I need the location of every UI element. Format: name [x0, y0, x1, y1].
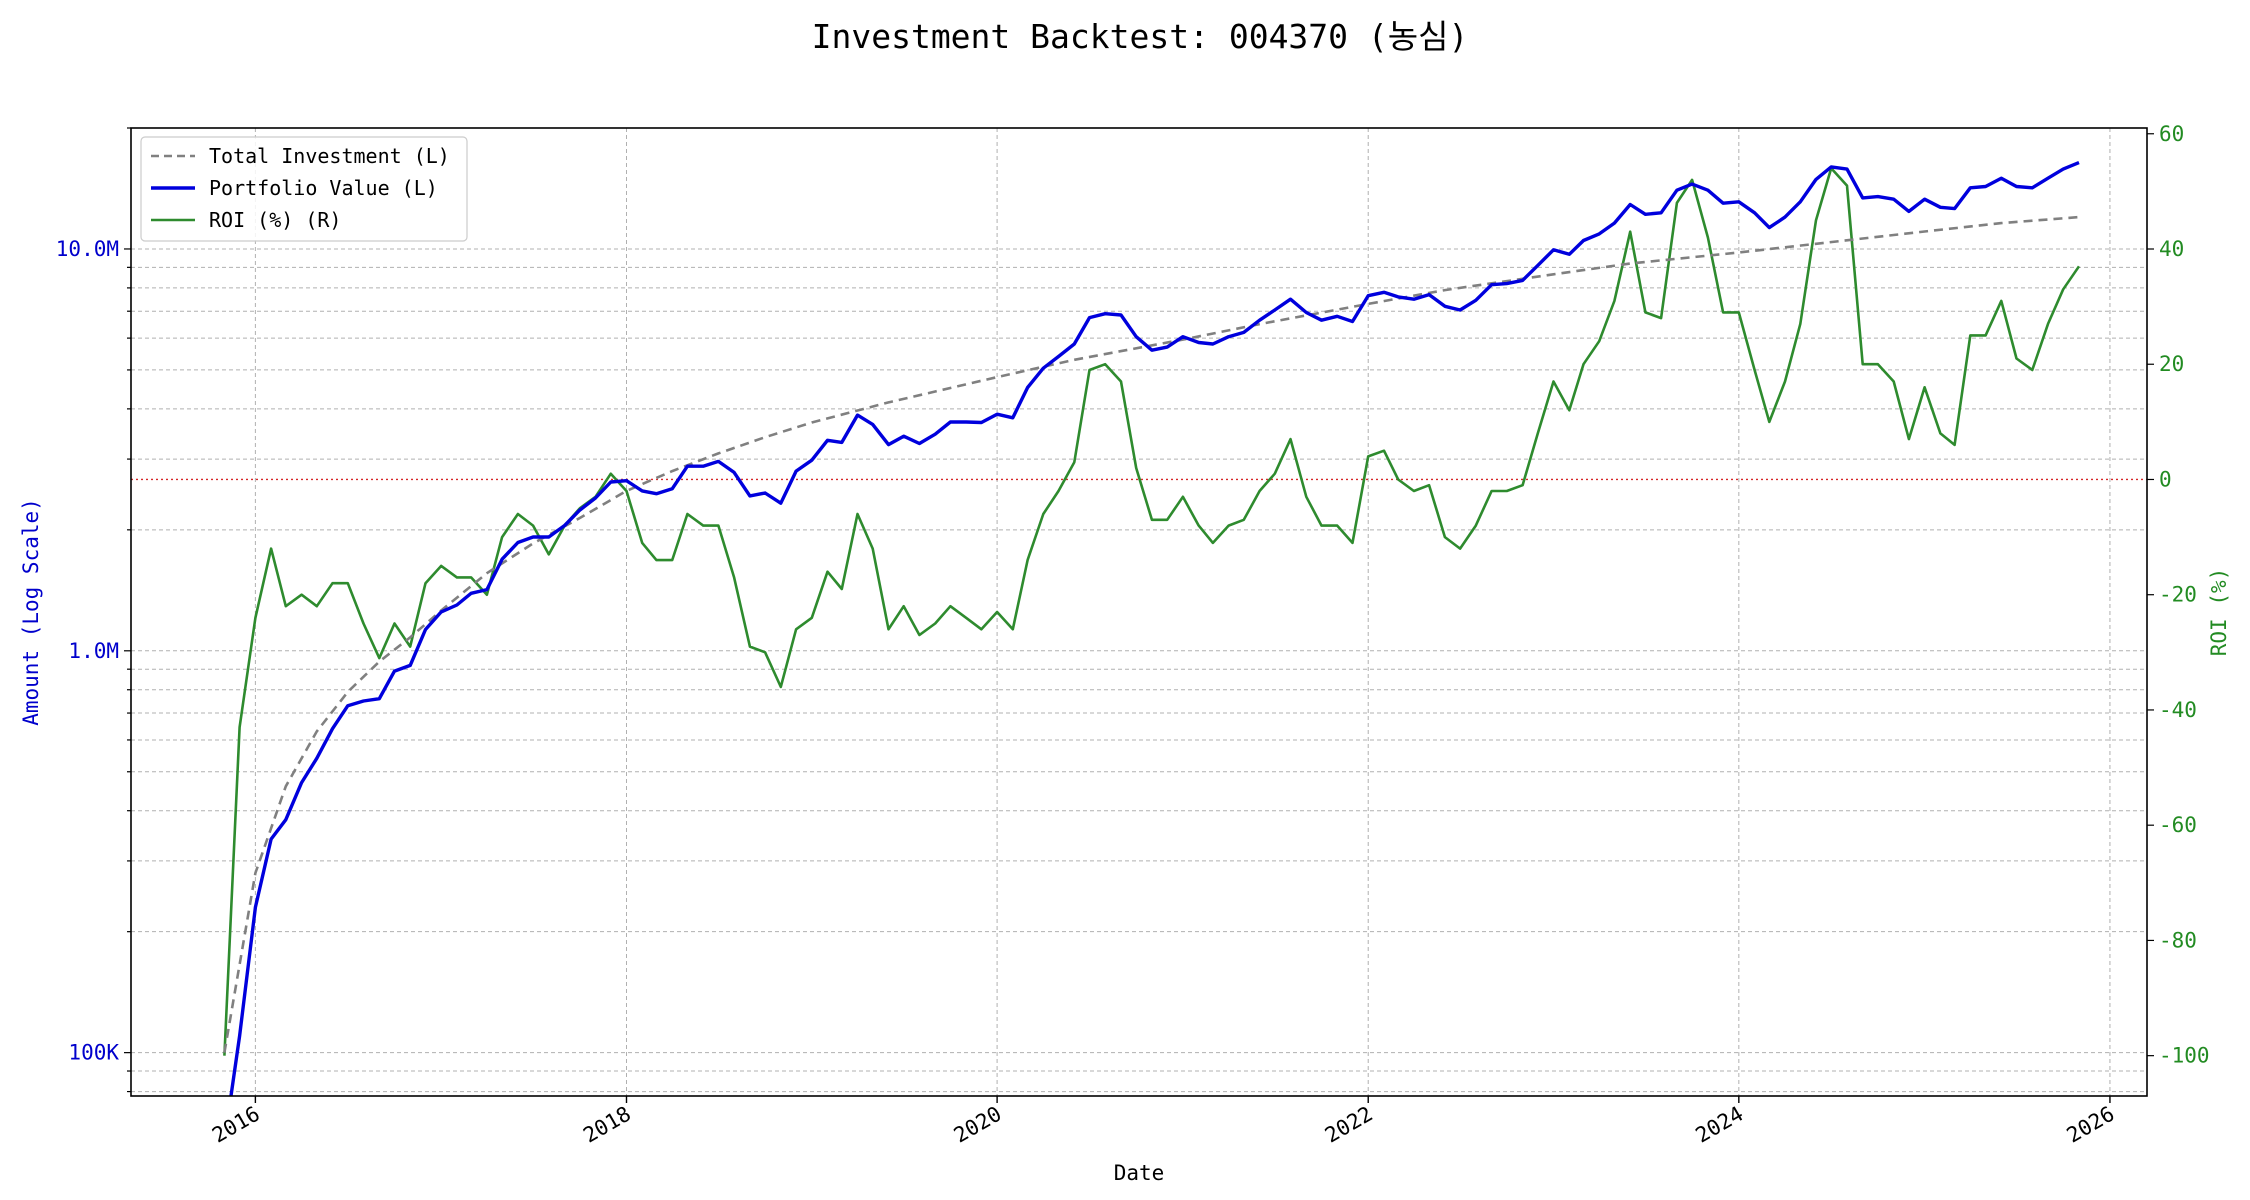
roi-line	[223, 167, 2081, 1056]
y-right-tick-label: -80	[2159, 928, 2197, 952]
y-right-tick-label: -100	[2159, 1044, 2210, 1068]
y-right-tick-label: -60	[2159, 813, 2197, 837]
x-axis-label: Date	[1114, 1161, 1165, 1185]
plot-frame	[130, 127, 2148, 1097]
y-right-tick-label: 20	[2159, 352, 2184, 376]
y-right-tick-label: 60	[2159, 122, 2184, 146]
y-left-tick-label: 10.0M	[56, 237, 119, 261]
y-right-tick-label: 40	[2159, 237, 2184, 261]
series-layer	[223, 161, 2081, 1096]
legend-label: ROI (%) (R)	[209, 208, 341, 232]
y-left-tick-label: 100K	[68, 1041, 119, 1065]
total-investment-line	[223, 215, 2080, 1053]
y-right-tick-label: 0	[2159, 467, 2172, 491]
grid	[131, 127, 2147, 1096]
y-left-tick-label: 1.0M	[68, 639, 119, 663]
legend-box	[140, 136, 468, 242]
legend-label: Total Investment (L)	[209, 144, 450, 168]
chart-title: Investment Backtest: 004370 (농심)	[812, 17, 1469, 56]
portfolio-value-line	[229, 161, 2080, 1096]
legend: Total Investment (L) Portfolio Value (L) R…	[140, 136, 468, 242]
y-right-tick-label: -20	[2159, 583, 2197, 607]
y-axis-left-label: Amount (Log Scale)	[19, 498, 43, 726]
y-axis-right-label: ROI (%)	[2207, 568, 2231, 657]
legend-label: Portfolio Value (L)	[209, 176, 438, 200]
y-right-tick-label: -40	[2159, 698, 2197, 722]
